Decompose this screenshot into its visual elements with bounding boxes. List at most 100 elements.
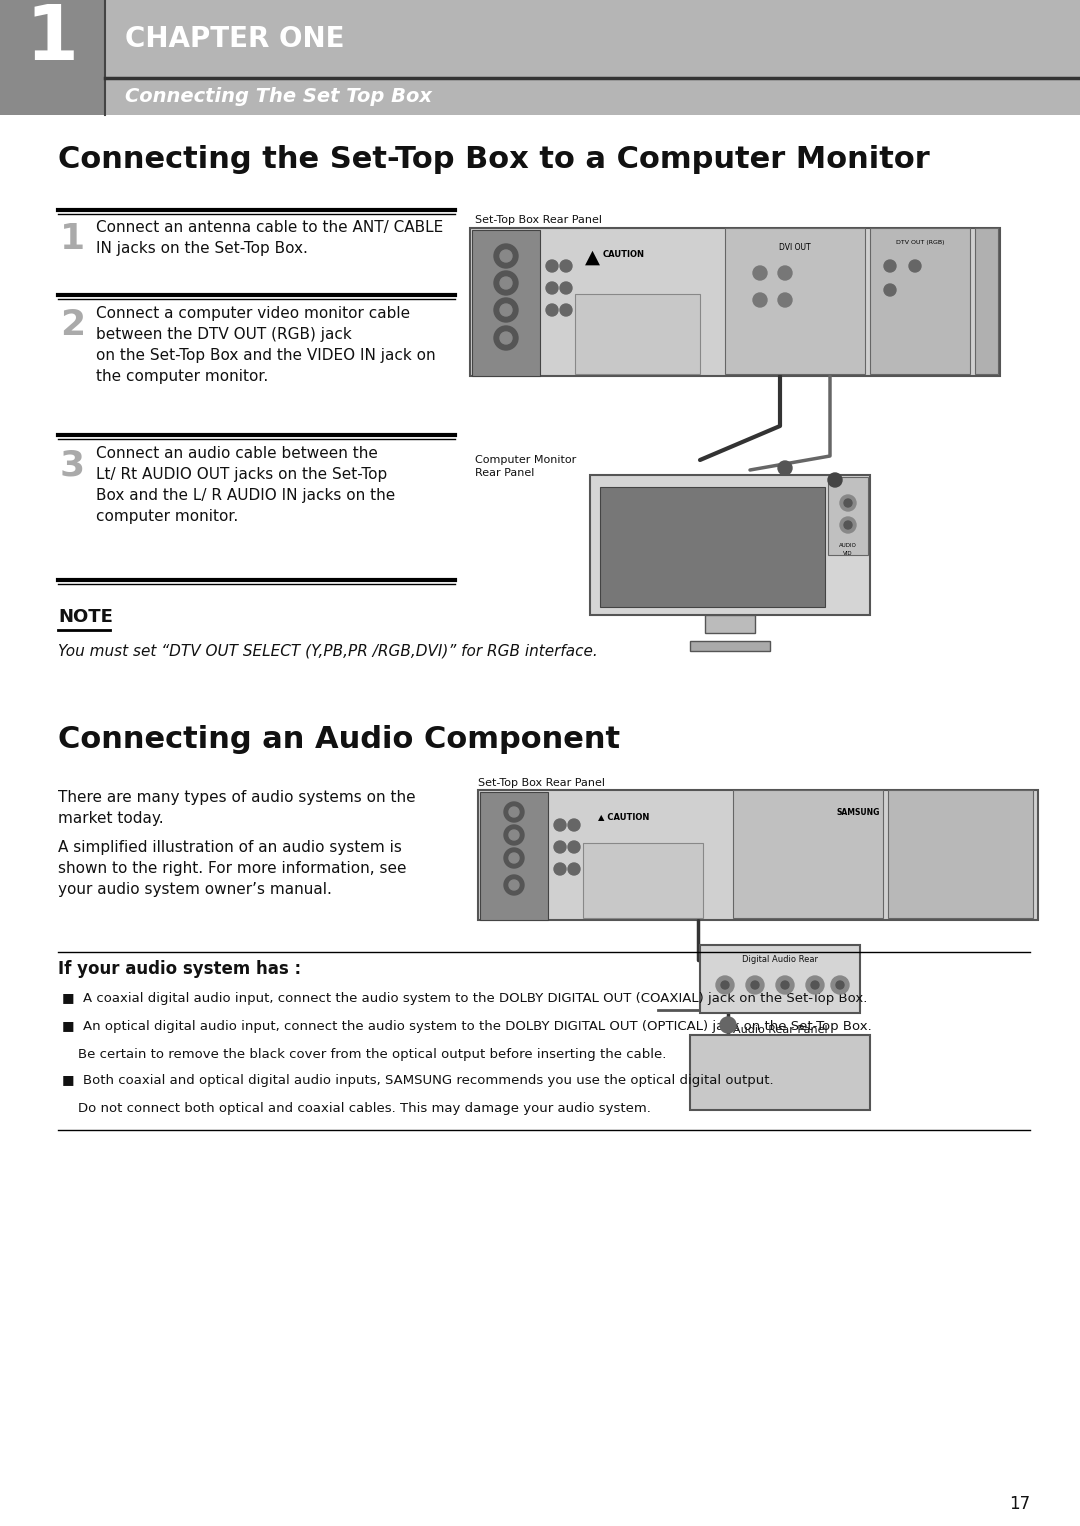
Text: DTV OUT (RGB): DTV OUT (RGB) [895, 240, 944, 246]
Circle shape [840, 517, 856, 533]
Circle shape [806, 977, 824, 993]
Bar [480, 792, 548, 920]
Circle shape [777, 977, 794, 993]
Circle shape [509, 881, 519, 890]
Circle shape [720, 1016, 735, 1033]
Bar [725, 227, 865, 374]
Bar [700, 945, 860, 1013]
Text: Set-Top Box Rear Panel: Set-Top Box Rear Panel [478, 778, 605, 787]
Circle shape [561, 282, 572, 295]
Bar [888, 790, 1032, 919]
Circle shape [504, 803, 524, 823]
Text: NOTE: NOTE [58, 607, 113, 626]
Circle shape [843, 499, 852, 507]
Text: There are many types of audio systems on the
market today.: There are many types of audio systems on… [58, 790, 416, 826]
Circle shape [494, 298, 518, 322]
Circle shape [568, 864, 580, 874]
Circle shape [561, 259, 572, 272]
Bar [690, 641, 770, 652]
Text: AUDIO: AUDIO [839, 543, 856, 548]
Text: Connecting The Set Top Box: Connecting The Set Top Box [125, 87, 432, 105]
Bar [828, 478, 868, 555]
Bar [600, 487, 825, 607]
Circle shape [494, 327, 518, 349]
Circle shape [843, 520, 852, 530]
Circle shape [500, 250, 512, 262]
Circle shape [494, 244, 518, 269]
Circle shape [509, 853, 519, 864]
Circle shape [546, 259, 558, 272]
Circle shape [909, 259, 921, 272]
Circle shape [778, 461, 792, 475]
Circle shape [509, 807, 519, 816]
Text: ■  An optical digital audio input, connect the audio system to the DOLBY DIGITAL: ■ An optical digital audio input, connec… [62, 1019, 872, 1033]
Text: 3: 3 [60, 449, 85, 482]
Circle shape [778, 266, 792, 279]
Circle shape [885, 259, 896, 272]
Circle shape [504, 848, 524, 868]
Circle shape [504, 874, 524, 896]
Bar [575, 295, 700, 374]
Text: Connecting an Audio Component: Connecting an Audio Component [58, 725, 620, 754]
Text: ▲: ▲ [585, 249, 600, 267]
Circle shape [746, 977, 764, 993]
Text: If your audio system has :: If your audio system has : [58, 960, 301, 978]
Text: You must set “DTV OUT SELECT (Y,PB,PR /RGB,DVI)” for RGB interface.: You must set “DTV OUT SELECT (Y,PB,PR /R… [58, 642, 597, 658]
Circle shape [500, 333, 512, 343]
Text: Connecting the Set-Top Box to a Computer Monitor: Connecting the Set-Top Box to a Computer… [58, 145, 930, 174]
Circle shape [781, 981, 789, 989]
Circle shape [828, 473, 842, 487]
Circle shape [716, 977, 734, 993]
Circle shape [751, 981, 759, 989]
Text: 17: 17 [1009, 1495, 1030, 1512]
Circle shape [500, 304, 512, 316]
Text: Be certain to remove the black cover from the optical output before inserting th: Be certain to remove the black cover fro… [78, 1048, 666, 1061]
Bar [690, 1035, 870, 1109]
Bar [0, 0, 1080, 114]
Circle shape [840, 494, 856, 511]
Bar [472, 230, 540, 375]
Bar [478, 790, 1038, 920]
Bar [975, 227, 998, 374]
Circle shape [778, 293, 792, 307]
Circle shape [568, 819, 580, 832]
Text: ■  A coaxial digital audio input, connect the audio system to the DOLBY DIGITAL : ■ A coaxial digital audio input, connect… [62, 992, 867, 1006]
Bar [870, 227, 970, 374]
Circle shape [494, 272, 518, 295]
Bar [583, 842, 703, 919]
Bar [0, 0, 105, 114]
Circle shape [554, 864, 566, 874]
Text: A simplified illustration of an audio system is
shown to the right. For more inf: A simplified illustration of an audio sy… [58, 839, 406, 897]
Circle shape [500, 278, 512, 288]
Bar [590, 475, 870, 615]
Circle shape [546, 282, 558, 295]
Text: Connect an antenna cable to the ANT/ CABLE
IN jacks on the Set-Top Box.: Connect an antenna cable to the ANT/ CAB… [96, 220, 443, 256]
Text: Digital Audio Rear: Digital Audio Rear [742, 955, 818, 964]
Text: Do not connect both optical and coaxial cables. This may damage your audio syste: Do not connect both optical and coaxial … [78, 1102, 651, 1116]
Circle shape [561, 304, 572, 316]
Circle shape [721, 981, 729, 989]
Bar [470, 227, 1000, 375]
Text: VID: VID [843, 551, 853, 555]
Circle shape [811, 981, 819, 989]
Bar [733, 790, 883, 919]
Circle shape [568, 841, 580, 853]
Circle shape [753, 266, 767, 279]
Text: 1: 1 [60, 221, 85, 256]
Text: Connect an audio cable between the
Lt/ Rt AUDIO OUT jacks on the Set-Top
Box and: Connect an audio cable between the Lt/ R… [96, 446, 395, 523]
Bar [705, 615, 755, 633]
Text: Computer Monitor
Rear Panel: Computer Monitor Rear Panel [475, 455, 577, 478]
Circle shape [554, 841, 566, 853]
Circle shape [509, 830, 519, 839]
Circle shape [831, 977, 849, 993]
Circle shape [753, 293, 767, 307]
Text: Connect a computer video monitor cable
between the DTV OUT (RGB) jack
on the Set: Connect a computer video monitor cable b… [96, 307, 435, 385]
Circle shape [836, 981, 843, 989]
Circle shape [554, 819, 566, 832]
Text: 2: 2 [60, 308, 85, 342]
Text: ▲ CAUTION: ▲ CAUTION [598, 812, 649, 821]
Circle shape [885, 284, 896, 296]
Text: CHAPTER ONE: CHAPTER ONE [125, 24, 345, 53]
Text: SAMSUNG: SAMSUNG [836, 807, 880, 816]
Text: ■  Both coaxial and optical digital audio inputs, SAMSUNG recommends you use the: ■ Both coaxial and optical digital audio… [62, 1074, 773, 1087]
